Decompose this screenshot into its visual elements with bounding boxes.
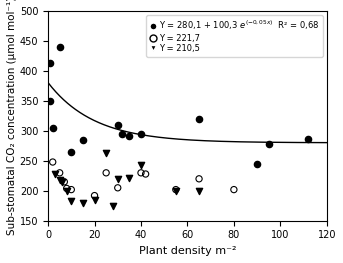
open_circle	[143, 172, 149, 176]
Y-axis label: Sub-stomatal CO₂ concentration (μmol mol⁻¹): Sub-stomatal CO₂ concentration (μmol mol…	[7, 0, 17, 235]
filled_circle	[57, 45, 62, 49]
open_circle	[115, 186, 120, 190]
open_circle	[138, 171, 144, 175]
filled_triangle	[115, 177, 120, 181]
open_circle	[50, 160, 56, 164]
open_circle	[64, 186, 69, 190]
filled_circle	[196, 117, 202, 121]
filled_triangle	[52, 172, 58, 176]
filled_triangle	[69, 199, 74, 203]
open_circle	[62, 180, 67, 184]
open_circle	[92, 194, 97, 198]
open_circle	[103, 171, 109, 175]
filled_circle	[80, 138, 86, 142]
filled_circle	[138, 132, 144, 136]
open_circle	[173, 188, 179, 192]
filled_circle	[255, 162, 260, 166]
filled_circle	[266, 142, 271, 146]
X-axis label: Plant density m⁻²: Plant density m⁻²	[139, 246, 236, 256]
filled_circle	[69, 150, 74, 154]
filled_triangle	[103, 151, 109, 155]
filled_triangle	[64, 189, 69, 193]
open_circle	[196, 177, 202, 181]
filled_triangle	[57, 178, 62, 182]
filled_triangle	[173, 189, 179, 193]
open_circle	[69, 188, 74, 192]
filled_triangle	[80, 201, 86, 205]
filled_circle	[127, 134, 132, 138]
filled_circle	[115, 123, 120, 127]
filled_triangle	[92, 198, 97, 202]
filled_triangle	[127, 175, 132, 180]
filled_circle	[120, 132, 125, 136]
filled_circle	[48, 99, 53, 103]
filled_circle	[48, 61, 53, 65]
filled_circle	[50, 126, 56, 130]
filled_triangle	[138, 163, 144, 167]
open_circle	[57, 171, 62, 175]
Legend: Y = 280,1 + 100,3 $e^{(-0,05x)}$  R² = 0,68, Y = 221,7, Y = 210,5: Y = 280,1 + 100,3 $e^{(-0,05x)}$ R² = 0,…	[146, 15, 323, 57]
filled_triangle	[196, 189, 202, 193]
filled_triangle	[59, 180, 65, 184]
filled_circle	[306, 136, 311, 141]
filled_triangle	[110, 204, 116, 208]
open_circle	[231, 188, 237, 192]
